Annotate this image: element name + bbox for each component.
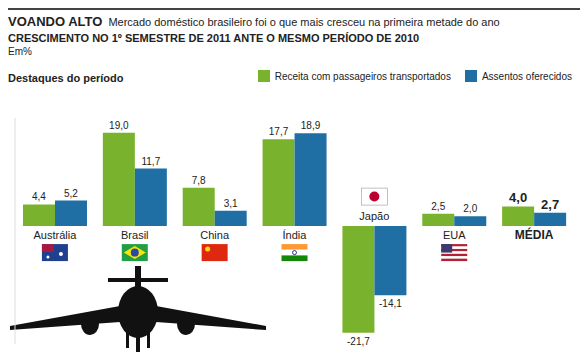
svg-text:EUA: EUA: [443, 229, 466, 241]
svg-text:Japão: Japão: [359, 210, 389, 222]
html-text:VOANDO ALTO Mercado doméstico: VOANDO ALTO Mercado doméstico brasileiro…: [8, 14, 500, 29]
svg-text:Austrália: Austrália: [34, 229, 78, 241]
svg-text:11,7: 11,7: [141, 156, 160, 167]
html-text:CRESCIMENTO NO 1º SEMESTRE DE: CRESCIMENTO NO 1º SEMESTRE DE 2011 ANTE …: [8, 32, 420, 44]
html-text:Assentos oferecidos: Assentos oferecidos: [481, 70, 572, 82]
svg-text:-14,1: -14,1: [379, 298, 402, 309]
svg-text:China: China: [200, 229, 230, 241]
html-text:Destaques do período: Destaques do período: [8, 72, 124, 84]
svg-text:-21,7: -21,7: [347, 336, 370, 347]
svg-text:4,0: 4,0: [509, 190, 527, 205]
svg-text:Brasil: Brasil: [121, 229, 149, 241]
svg-text:5,2: 5,2: [64, 188, 78, 199]
svg-text:7,8: 7,8: [192, 175, 206, 186]
html-text:Receita com passageiros transp: Receita com passageiros transportados: [274, 70, 451, 82]
svg-text:Índia: Índia: [283, 229, 308, 241]
svg-text:MÉDIA: MÉDIA: [515, 227, 554, 242]
svg-text:3,1: 3,1: [224, 198, 238, 209]
svg-text:17,7: 17,7: [269, 126, 289, 137]
svg-text:18,9: 18,9: [301, 120, 321, 131]
svg-text:19,0: 19,0: [109, 120, 129, 131]
svg-text:2,5: 2,5: [431, 201, 445, 212]
svg-text:4,4: 4,4: [32, 191, 46, 202]
html-text:Em%: Em%: [8, 46, 32, 57]
svg-text:2,7: 2,7: [541, 197, 559, 212]
svg-text:2,0: 2,0: [463, 203, 477, 214]
